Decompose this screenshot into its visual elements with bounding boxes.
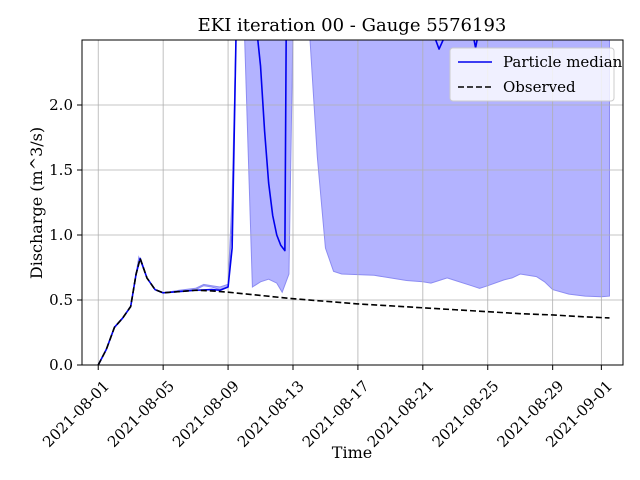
- y-tick-label: 1.5: [49, 161, 73, 179]
- y-tick-label: 0.5: [49, 291, 73, 309]
- series-line-observed: [97, 257, 610, 365]
- x-axis-label: Time: [332, 443, 372, 462]
- y-tick-label: 2.0: [49, 96, 73, 114]
- x-tick-label: 2021-08-13: [234, 377, 308, 451]
- x-tick-label: 2021-08-09: [169, 377, 243, 451]
- x-tick-label: 2021-08-17: [299, 377, 373, 451]
- legend: Particle median Observed: [449, 47, 623, 102]
- plot-area: [81, 39, 624, 366]
- legend-label: Particle median: [503, 53, 623, 71]
- band-layer: [97, 40, 610, 365]
- y-axis: 0.0 0.5 1.0 1.5 2.0: [49, 96, 82, 374]
- legend-label: Observed: [503, 78, 576, 96]
- x-tick-label: 2021-08-05: [104, 377, 178, 451]
- x-tick-label: 2021-08-21: [364, 377, 438, 451]
- x-tick-label: 2021-08-01: [39, 377, 113, 451]
- chart-title: EKI iteration 00 - Gauge 5576193: [198, 15, 507, 36]
- ensemble-band: [97, 40, 610, 365]
- x-axis: 2021-08-012021-08-052021-08-092021-08-13…: [39, 365, 616, 451]
- y-tick-label: 1.0: [49, 226, 73, 244]
- series-layer: [97, 40, 610, 365]
- plot-frame: [81, 39, 624, 366]
- y-axis-label: Discharge (m^3/s): [27, 127, 46, 279]
- x-tick-label: 2021-08-25: [429, 377, 503, 451]
- y-tick-label: 0.0: [49, 356, 73, 374]
